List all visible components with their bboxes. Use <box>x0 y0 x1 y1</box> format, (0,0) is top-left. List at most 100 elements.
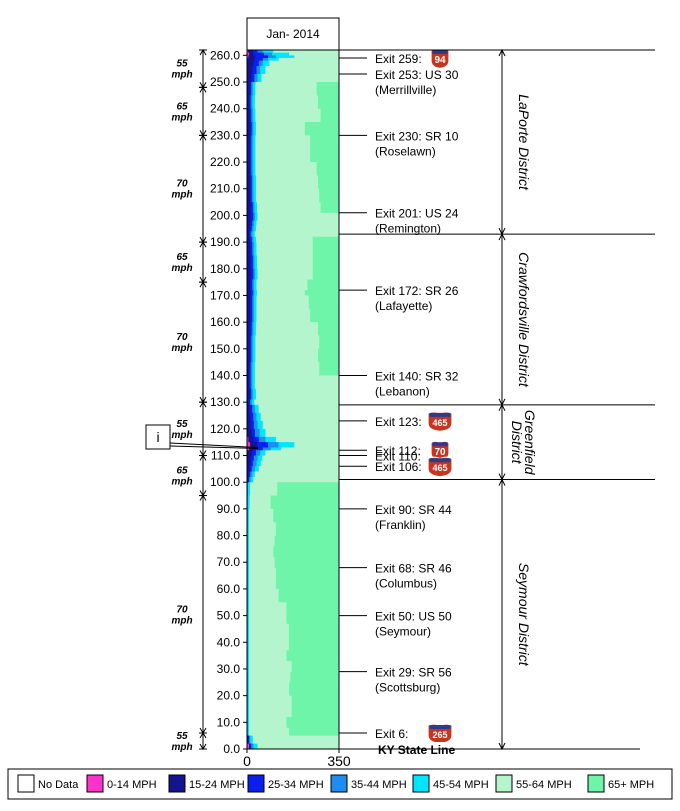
speed-limit-label-line: 70 <box>176 332 188 343</box>
speed-limit-label: 55 mph <box>171 731 192 753</box>
exit-label: Exit 172: SR 26 <box>375 284 459 298</box>
speed-limit-label: 70 mph <box>171 179 192 201</box>
band-25-34-mph <box>247 50 269 749</box>
y-tick-label: 60.0 <box>217 582 241 596</box>
shield-top-band <box>429 412 451 417</box>
legend-label: No Data <box>38 779 79 791</box>
shield-number: 465 <box>432 418 447 428</box>
legend-swatch <box>86 774 104 793</box>
exit-annotation: Exit 6: 265 <box>339 723 453 745</box>
speed-limit-label-line: mph <box>171 112 192 123</box>
y-tick-label: 130.0 <box>210 395 240 409</box>
exit-label: Exit 230: SR 10 <box>375 129 459 143</box>
exit-label: Exit 68: SR 46 <box>375 562 452 576</box>
shield-number: 465 <box>432 463 447 473</box>
y-tick-label: 120.0 <box>210 422 240 436</box>
x-tick-label: 350 <box>327 753 351 769</box>
exit-label: KY State Line <box>378 743 455 757</box>
legend-item: 15-24 MPH <box>168 774 245 793</box>
callout-label: i <box>156 429 159 445</box>
speed-limit-label-line: 70 <box>176 179 188 190</box>
exit-label: Exit 259: <box>375 52 422 66</box>
plot-frame <box>246 49 340 750</box>
exit-annotation: Exit 90: SR 44(Franklin) <box>339 503 452 532</box>
legend-item: 25-34 MPH <box>247 774 324 793</box>
district-label: LaPorte District <box>516 94 532 191</box>
shield-top-band <box>429 724 451 729</box>
district-label-line: LaPorte District <box>516 94 532 191</box>
exit-sublabel: (Lebanon) <box>375 384 430 398</box>
legend-swatch <box>168 774 186 793</box>
exit-label: Exit 50: US 50 <box>375 610 452 624</box>
shield-number: 70 <box>434 447 446 458</box>
exit-annotation: Exit 140: SR 32(Lebanon) <box>339 369 459 398</box>
speed-limit-label-line: 55 <box>176 419 188 430</box>
district-markers: LaPorte District Crawfordsville District G… <box>339 48 655 751</box>
exit-annotation: Exit 29: SR 56(Scottsburg) <box>339 666 452 695</box>
speed-limit-label-line: mph <box>171 343 192 354</box>
district-label: Seymour District <box>516 563 532 667</box>
legend-swatch <box>247 774 265 793</box>
legend-swatch <box>495 774 513 793</box>
callout-line <box>169 442 259 449</box>
interstate-94-shield-icon: 94 <box>430 48 450 70</box>
y-tick-label: 0.0 <box>223 742 240 756</box>
legend-label: 25-34 MPH <box>268 779 324 791</box>
legend-label: 0-14 MPH <box>107 779 157 791</box>
legend-label: 35-44 MPH <box>351 779 407 791</box>
exit-label: Exit 140: SR 32 <box>375 369 459 383</box>
shield-top-band <box>432 442 448 447</box>
y-tick-label: 230.0 <box>210 128 240 142</box>
legend-item: 35-44 MPH <box>330 774 407 793</box>
y-tick-label: 190.0 <box>210 235 240 249</box>
x-axis: 0 350 <box>243 749 351 769</box>
y-tick-label: 20.0 <box>217 689 241 703</box>
speed-limit-label: 55 mph <box>171 419 192 441</box>
speed-limit-label-line: mph <box>171 615 192 626</box>
speed-limit-label: 65 mph <box>171 466 192 488</box>
interstate-465-shield-icon: 465 <box>427 411 453 432</box>
exit-sublabel: (Roselawn) <box>375 144 436 158</box>
legend-item: 55-64 MPH <box>495 774 572 793</box>
callout: i <box>145 424 259 450</box>
shield-top-band <box>429 458 451 463</box>
speed-limit-label-line: 65 <box>176 252 188 263</box>
exit-sublabel: (Franklin) <box>375 518 426 532</box>
speed-limit-label: 55 mph <box>171 59 192 81</box>
exit-sublabel: (Seymour) <box>375 625 431 639</box>
y-tick-label: 200.0 <box>210 208 240 222</box>
shield-number: 265 <box>432 730 447 740</box>
y-tick-label: 170.0 <box>210 288 240 302</box>
exit-annotation: Exit 259: 94 <box>339 48 450 70</box>
speed-limit-label-line: 55 <box>176 731 188 742</box>
y-tick-label: 140.0 <box>210 368 240 382</box>
callout-box <box>145 424 171 450</box>
exit-label: Exit 6: <box>375 727 408 741</box>
exit-annotation: Exit 201: US 24(Remington) <box>339 207 459 236</box>
legend-label: 15-24 MPH <box>189 779 245 791</box>
y-tick-label: 260.0 <box>210 48 240 62</box>
y-tick-label: 10.0 <box>217 715 241 729</box>
exit-annotation: Exit 106: 465 <box>339 456 453 478</box>
speed-bands <box>247 50 339 749</box>
speed-limit-label-line: 65 <box>176 466 188 477</box>
band-55-64-mph <box>247 50 339 749</box>
y-tick-label: 50.0 <box>217 609 241 623</box>
speed-limit-label-line: 65 <box>176 101 188 112</box>
exit-sublabel: (Columbus) <box>375 577 437 591</box>
y-tick-label: 30.0 <box>217 662 241 676</box>
interstate-265-shield-icon: 265 <box>427 723 453 745</box>
exit-label: Exit 123: <box>375 415 422 429</box>
speed-limit-label-line: mph <box>171 477 192 488</box>
legend-item: 65+ MPH <box>587 774 654 793</box>
y-tick-label: 250.0 <box>210 75 240 89</box>
legend: No Data 0-14 MPH 15-24 MPH 25-34 MPH 35-44 M… <box>7 768 673 800</box>
speed-limit-label: 70 mph <box>171 604 192 626</box>
legend-swatch <box>330 774 348 793</box>
exit-label: Exit 106: <box>375 460 422 474</box>
exit-sublabel: (Merrillville) <box>375 83 436 97</box>
y-tick-label: 70.0 <box>217 555 241 569</box>
y-tick-label: 180.0 <box>210 262 240 276</box>
